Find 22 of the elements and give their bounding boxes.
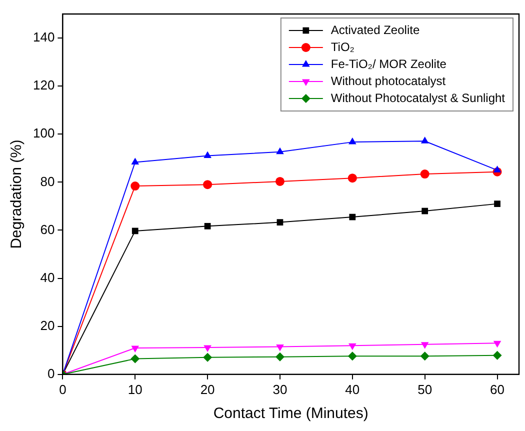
legend-label: Activated Zeolite (330, 22, 420, 37)
legend-label: Without photocatalyst (330, 74, 446, 88)
y-tick-label: 0 (47, 366, 55, 381)
x-tick-label: 0 (59, 382, 66, 397)
legend-label: Without Photocatalyst & Sunlight (330, 90, 506, 105)
y-tick-label: 120 (32, 78, 55, 93)
y-tick-label: 60 (40, 222, 55, 237)
x-tick-label: 60 (490, 382, 505, 397)
y-axis-title: Degradation (%) (8, 140, 26, 249)
legend-label: Fe-TiO₂/ MOR Zeolite (330, 56, 447, 71)
x-tick-label: 40 (345, 382, 360, 397)
x-tick-label: 30 (272, 382, 288, 397)
y-tick-label: 100 (32, 126, 55, 141)
x-tick-label: 10 (128, 382, 142, 397)
y-tick-label: 80 (40, 174, 55, 189)
y-tick-label: 140 (32, 30, 55, 45)
x-tick-label: 50 (418, 382, 432, 397)
y-tick-label: 20 (40, 318, 55, 333)
x-tick-label: 20 (200, 382, 215, 397)
y-tick-label: 40 (40, 270, 55, 285)
x-axis-title: Contact Time (Minutes) (213, 405, 368, 422)
legend-label: TiO₂ (330, 40, 355, 54)
